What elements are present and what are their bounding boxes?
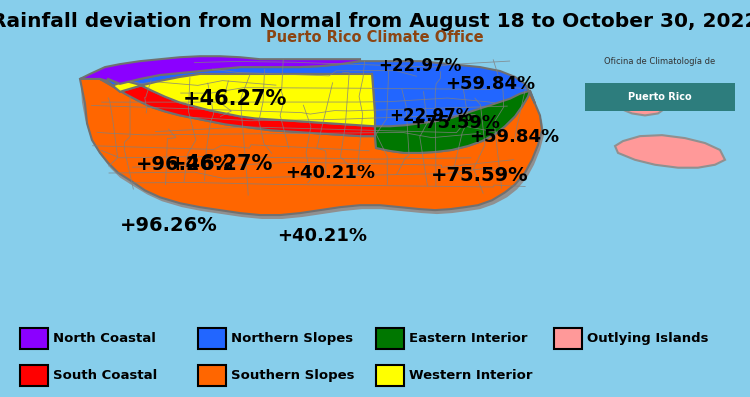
Text: North Coastal: North Coastal [53, 332, 156, 345]
FancyBboxPatch shape [585, 83, 735, 111]
Polygon shape [80, 56, 360, 84]
Text: +40.21%: +40.21% [285, 164, 375, 182]
Text: Rainfall deviation from Normal from August 18 to October 30, 2022: Rainfall deviation from Normal from Augu… [0, 12, 750, 31]
Polygon shape [80, 76, 542, 215]
FancyBboxPatch shape [554, 328, 582, 349]
Text: Western Interior: Western Interior [409, 369, 532, 382]
FancyBboxPatch shape [198, 365, 226, 386]
Text: +22.97%: +22.97% [378, 57, 462, 75]
Text: Outlying Islands: Outlying Islands [587, 332, 709, 345]
Text: +96.26%: +96.26% [136, 155, 234, 174]
Text: +46.27%: +46.27% [169, 154, 274, 174]
Polygon shape [375, 91, 530, 153]
Polygon shape [615, 135, 725, 168]
Text: Southern Slopes: Southern Slopes [231, 369, 355, 382]
Text: Northern Slopes: Northern Slopes [231, 332, 353, 345]
FancyBboxPatch shape [376, 365, 404, 386]
Text: +22.97%: +22.97% [389, 107, 473, 125]
Text: South Coastal: South Coastal [53, 369, 158, 382]
FancyBboxPatch shape [376, 328, 404, 349]
FancyBboxPatch shape [20, 328, 48, 349]
Text: Oficina de Climatología de: Oficina de Climatología de [604, 58, 715, 66]
Polygon shape [620, 97, 665, 116]
Polygon shape [81, 58, 544, 219]
Polygon shape [107, 61, 535, 153]
Text: +75.59%: +75.59% [410, 114, 500, 132]
Text: Puerto Rico Climate Office: Puerto Rico Climate Office [266, 30, 484, 44]
Text: +96.26%: +96.26% [120, 216, 218, 235]
FancyBboxPatch shape [198, 328, 226, 349]
FancyBboxPatch shape [20, 365, 48, 386]
Polygon shape [112, 81, 520, 136]
Text: Puerto Rico: Puerto Rico [628, 92, 692, 102]
Text: +46.27%: +46.27% [183, 89, 287, 109]
Text: +75.59%: +75.59% [431, 166, 529, 185]
Text: Eastern Interior: Eastern Interior [409, 332, 527, 345]
Polygon shape [100, 74, 375, 126]
Text: +59.84%: +59.84% [445, 75, 535, 93]
Text: +40.21%: +40.21% [278, 227, 368, 245]
Text: +59.84%: +59.84% [469, 128, 559, 146]
